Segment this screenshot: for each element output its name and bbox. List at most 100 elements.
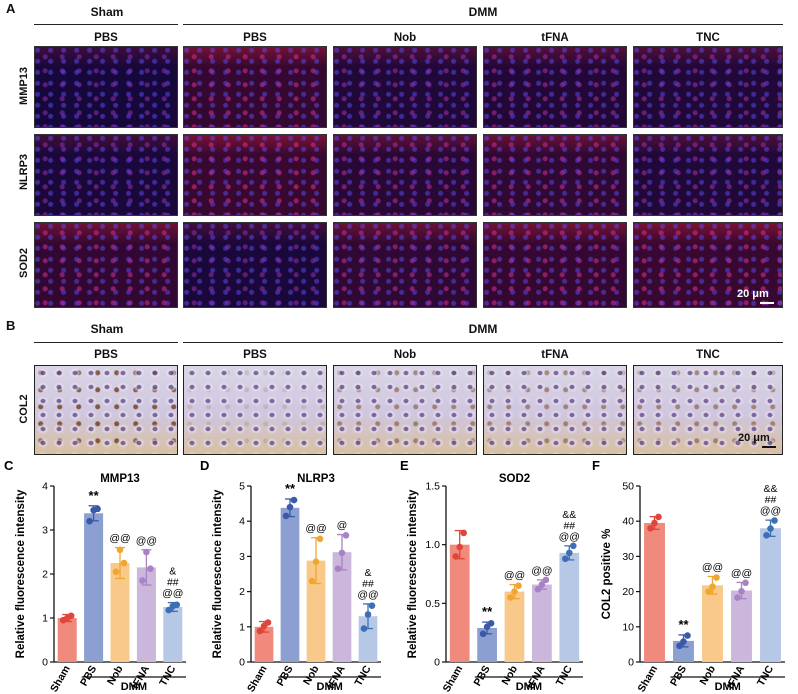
chart-c-xtick-tnc: TNC [157, 663, 178, 688]
panel-b-group-sham-line [34, 342, 178, 343]
chart-f-group-label: DMM [715, 681, 741, 693]
chart-f-annotation-tnc: && [763, 483, 777, 495]
chart-f-point-tnc [763, 531, 770, 539]
chart-c-bar-sham [57, 618, 77, 662]
chart-f-bar-sham [644, 522, 665, 662]
chart-e-annotation-nob: @@ [504, 570, 525, 582]
chart-c-point-tfna [143, 548, 150, 556]
chart-d-ytick-label: 5 [239, 481, 245, 493]
chart-d-point-pbs [282, 512, 290, 520]
panel-b-group-dmm: DMM [468, 322, 498, 336]
chart-e-annotation-tnc: ## [563, 520, 575, 532]
chart-e-point-sham [460, 529, 468, 537]
chart-e-xtick-pbs: PBS [472, 664, 493, 689]
chart-e-annotation-tnc: @@ [559, 531, 580, 543]
chart-e-point-tfna [538, 581, 546, 588]
panel-a-col-dmm-pbs: PBS [243, 32, 267, 44]
chart-e-point-pbs [487, 619, 495, 627]
chart-d-ytick-label: 1 [239, 621, 245, 633]
fluorescence-image-sod2-tfna [483, 222, 627, 308]
chart-d-ytick-label: 4 [239, 516, 245, 528]
panel-f-letter: F [592, 458, 600, 473]
chart-f-point-nob [713, 574, 720, 581]
chart-e-point-tfna [542, 576, 550, 584]
chart-c-point-pbs [94, 505, 101, 513]
chart-d-xtick-pbs: PBS [274, 664, 295, 689]
chart-e-group-label: DMM [516, 681, 542, 693]
chart-d-title: NLRP3 [297, 473, 335, 485]
chart-f-bar-tnc [760, 528, 781, 662]
chart-f-bar-nob [702, 585, 723, 662]
chart-c-point-sham [63, 614, 71, 622]
chart-d-point-nob [316, 535, 324, 543]
chart-d-point-tfna [338, 549, 346, 557]
chart-e-bar-pbs [477, 627, 497, 662]
chart-d-annotation-tnc: & [364, 567, 371, 579]
panel-a-col-tnc: TNC [696, 32, 720, 44]
fluorescence-image-mmp13-tnc [633, 46, 783, 128]
chart-f-ytick-label: 40 [622, 516, 634, 528]
chart-d-annotation-tfna: @ [337, 520, 348, 532]
chart-c-point-nob [112, 568, 120, 576]
chart-e-ytick-label: 0.5 [425, 598, 440, 610]
chart-f-annotation-tnc: ## [765, 494, 777, 506]
ihc-image-col2-tfna [483, 365, 627, 455]
chart-d-xtick-tnc: TNC [352, 663, 373, 688]
chart-e-xtick-tfna: tFNA [525, 663, 548, 691]
chart-c-point-nob [116, 546, 124, 554]
chart-e-point-nob [515, 582, 522, 590]
chart-d-bar-tnc [358, 616, 378, 662]
chart-f-bar-tfna [731, 590, 752, 662]
chart-f-point-tfna [738, 587, 745, 595]
chart-f-bar-pbs [673, 640, 694, 662]
chart-c-bar-tnc [163, 607, 183, 662]
chart-d-point-sham [264, 619, 272, 626]
fluorescence-image-sod2-dmm-pbs [183, 222, 327, 308]
chart-d-bar-pbs [280, 507, 300, 662]
chart-d-annotation-nob: @@ [305, 523, 326, 535]
chart-f-point-nob [705, 588, 712, 595]
panel-b-row-col2: COL2 [18, 394, 30, 424]
chart-e-bar-sham [449, 544, 470, 662]
panel-b-col-dmm-pbs: PBS [243, 349, 267, 361]
chart-f-ytick-label: 30 [622, 551, 634, 563]
chart-c-point-nob [120, 559, 128, 567]
chart-d-group-label: DMM [317, 681, 343, 693]
chart-c-bar-tfna [136, 567, 156, 662]
chart-c-ytick-label: 4 [42, 481, 48, 493]
chart-e-point-tnc [562, 555, 569, 563]
chart-e-bar-tnc [559, 552, 580, 662]
chart-c-point-sham [67, 612, 75, 620]
panel-a-row-nlrp3: NLRP3 [18, 153, 30, 191]
chart-d-annotation-tnc: ## [362, 578, 374, 590]
chart-f-point-pbs [680, 638, 687, 645]
fluorescence-image-mmp13-nob [333, 46, 477, 128]
chart-e-point-pbs [483, 623, 491, 631]
chart-c-ytick-label: 0 [42, 657, 48, 669]
chart-f-point-sham [655, 513, 662, 521]
chart-e-ytick-label: 1.0 [425, 539, 440, 551]
panel-a-scale-bar [760, 302, 774, 304]
panel-b-letter: B [6, 318, 16, 333]
chart-d-point-sham [260, 622, 268, 630]
chart-d-ylabel: Relative fluorescence intensity [212, 489, 224, 658]
ihc-image-col2-sham-pbs [34, 365, 178, 455]
ihc-image-col2-nob [333, 365, 477, 455]
chart-c-annotation-tnc: @@ [162, 588, 183, 600]
chart-c-ytick-label: 1 [42, 613, 48, 625]
fluorescence-image-nlrp3-nob [333, 134, 477, 216]
chart-c-point-tnc [173, 601, 181, 609]
fluorescence-image-mmp13-tfna [483, 46, 627, 128]
chart-e-point-tnc [570, 542, 577, 550]
panel-e-letter: E [400, 458, 409, 473]
chart-d-point-nob [308, 577, 316, 585]
chart-c-ytick-label: 3 [42, 525, 48, 537]
chart-d-point-tnc [360, 625, 368, 632]
fluorescence-image-nlrp3-tnc [633, 134, 783, 216]
chart-f-point-pbs [684, 632, 691, 639]
panel-b-scale-bar-label: 20 μm [738, 432, 770, 444]
ihc-image-col2-tnc [633, 365, 783, 455]
panel-b-col-tfna: tFNA [541, 349, 569, 361]
chart-d-xtick-nob: Nob [301, 664, 322, 688]
chart-c-point-pbs [86, 517, 93, 525]
